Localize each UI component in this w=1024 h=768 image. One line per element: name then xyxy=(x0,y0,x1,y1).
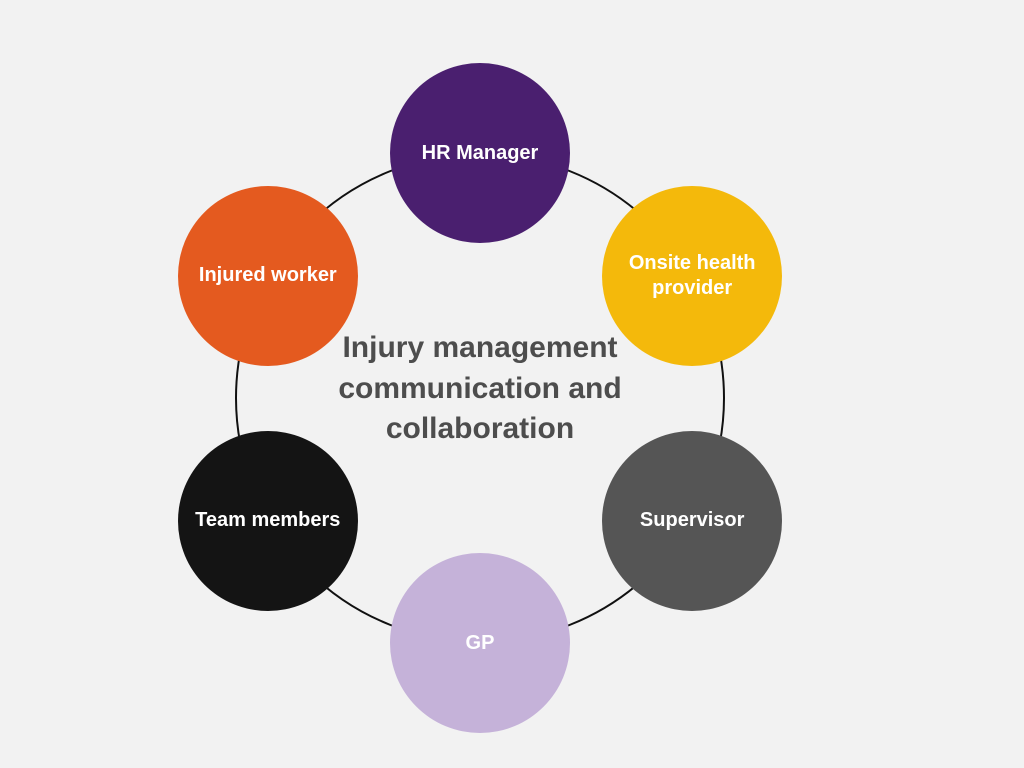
node-injured-worker: Injured worker xyxy=(178,186,358,366)
diagram-canvas: Injury management communication and coll… xyxy=(0,0,1024,768)
node-hr-manager: HR Manager xyxy=(390,63,570,243)
node-label: Onsite health provider xyxy=(616,251,768,301)
node-label: HR Manager xyxy=(422,141,539,166)
node-team-members: Team members xyxy=(178,431,358,611)
center-title: Injury management communication and coll… xyxy=(315,328,645,450)
node-onsite-health: Onsite health provider xyxy=(602,186,782,366)
node-label: Injured worker xyxy=(199,263,337,288)
node-label: GP xyxy=(466,631,495,656)
node-gp: GP xyxy=(390,553,570,733)
node-label: Supervisor xyxy=(640,508,744,533)
node-supervisor: Supervisor xyxy=(602,431,782,611)
node-label: Team members xyxy=(195,508,340,533)
